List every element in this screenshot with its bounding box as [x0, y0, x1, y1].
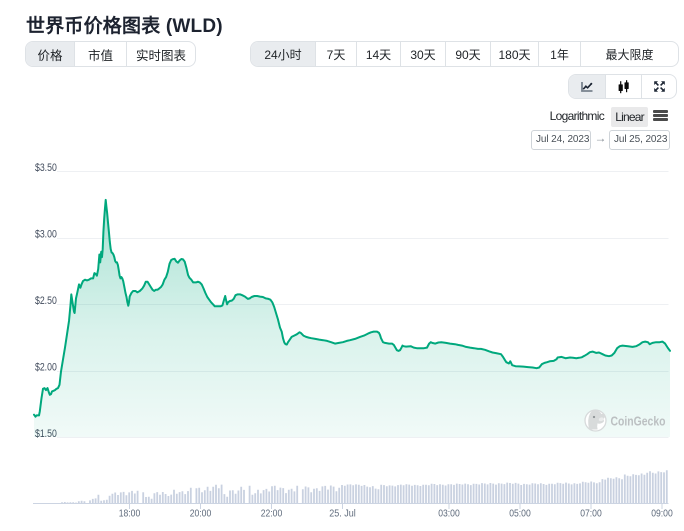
svg-text:$3.00: $3.00	[35, 229, 57, 241]
svg-text:CoinGecko: CoinGecko	[611, 414, 666, 429]
svg-text:22:00: 22:00	[261, 509, 283, 520]
svg-text:07:00: 07:00	[580, 509, 602, 520]
svg-text:09:00: 09:00	[651, 509, 673, 520]
svg-text:03:00: 03:00	[438, 509, 460, 520]
svg-text:$3.50: $3.50	[35, 162, 57, 174]
svg-text:20:00: 20:00	[190, 509, 212, 520]
svg-text:05:00: 05:00	[509, 509, 531, 520]
svg-text:18:00: 18:00	[119, 509, 141, 520]
svg-text:25. Jul: 25. Jul	[329, 509, 356, 520]
svg-text:$2.50: $2.50	[35, 295, 57, 307]
svg-text:$2.00: $2.00	[35, 362, 57, 374]
